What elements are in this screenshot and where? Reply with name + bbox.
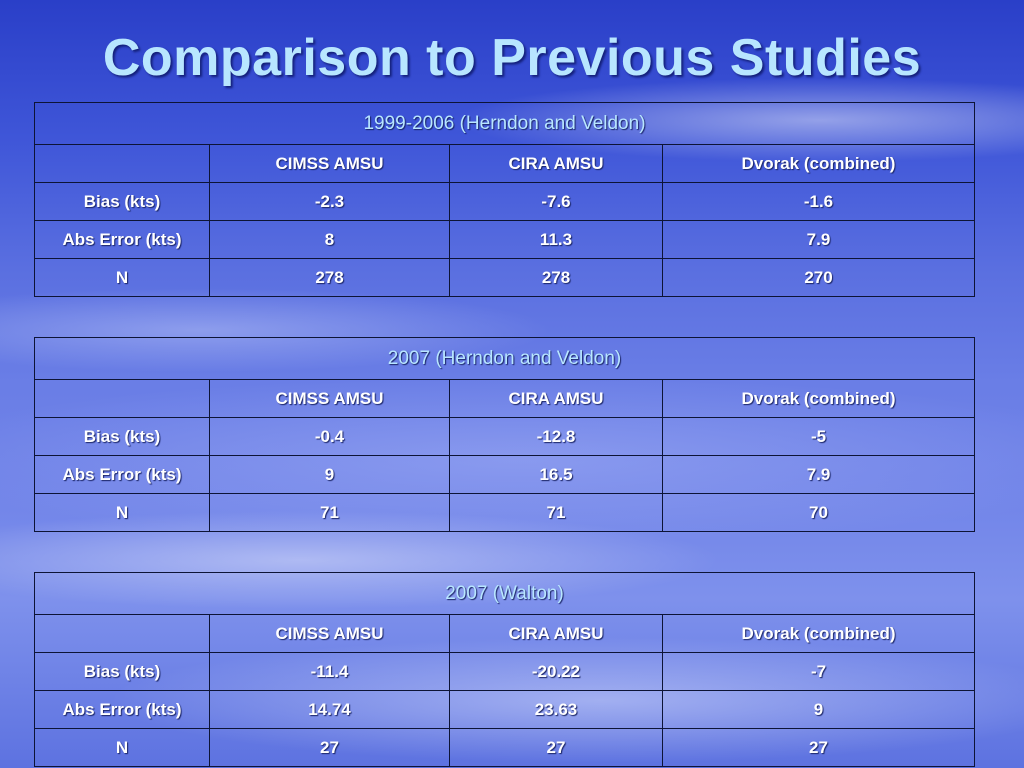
- table-cell: 23.63: [449, 690, 663, 729]
- table-cell: -7: [661, 652, 976, 691]
- table-row: Bias (kts) -0.4 -12.8 -5: [34, 417, 976, 456]
- table-cell: 14.74: [209, 690, 450, 729]
- table-row: Abs Error (kts) 14.74 23.63 9: [34, 690, 976, 729]
- table-cell: 27: [449, 728, 663, 767]
- table-cell: 11.3: [449, 220, 663, 259]
- table-heading: 2007 (Walton): [33, 572, 976, 615]
- slide-title: Comparison to Previous Studies: [102, 29, 922, 87]
- table-row: N 27 27 27: [34, 728, 976, 767]
- column-header: Dvorak (combined): [661, 614, 976, 653]
- table-cell: 9: [209, 455, 450, 494]
- column-header: CIRA AMSU: [449, 614, 663, 653]
- table-cell: 27: [209, 728, 450, 767]
- column-header: CIMSS AMSU: [209, 379, 450, 418]
- column-header: Dvorak (combined): [662, 144, 975, 183]
- row-label: Abs Error (kts): [34, 455, 210, 494]
- column-header: CIRA AMSU: [449, 144, 663, 183]
- table-cell: 278: [449, 258, 663, 297]
- table-cell: 270: [662, 258, 975, 297]
- table-cell: 9: [661, 690, 976, 729]
- column-header: CIRA AMSU: [449, 379, 663, 418]
- table-cell: -11.4: [209, 652, 450, 691]
- table-cell: 27: [661, 728, 976, 767]
- table-heading: 2007 (Herndon and Veldon): [33, 337, 976, 380]
- column-header: CIMSS AMSU: [209, 614, 450, 653]
- table-header-row: CIMSS AMSU CIRA AMSU Dvorak (combined): [34, 614, 976, 653]
- table-cell: -2.3: [209, 182, 450, 221]
- table-header-row: CIMSS AMSU CIRA AMSU Dvorak (combined): [34, 379, 976, 418]
- table-cell: -12.8: [449, 417, 663, 456]
- table-cell: -7.6: [449, 182, 663, 221]
- table-cell: -20.22: [449, 652, 663, 691]
- table-cell: -0.4: [209, 417, 450, 456]
- table-heading: 1999-2006 (Herndon and Veldon): [34, 102, 975, 145]
- row-label: Bias (kts): [34, 652, 210, 691]
- table-cell: 71: [209, 493, 450, 532]
- table-row: N 278 278 270: [34, 258, 975, 297]
- row-label: N: [34, 258, 210, 297]
- table-cell: 7.9: [662, 220, 975, 259]
- comparison-table-1999-2006: 1999-2006 (Herndon and Veldon) CIMSS AMS…: [34, 102, 975, 297]
- table-row: Abs Error (kts) 8 11.3 7.9: [34, 220, 975, 259]
- row-label: N: [34, 728, 210, 767]
- table-cell: 8: [209, 220, 450, 259]
- table-cell: 16.5: [449, 455, 663, 494]
- table-row: N 71 71 70: [34, 493, 976, 532]
- column-header: CIMSS AMSU: [209, 144, 450, 183]
- row-label: Abs Error (kts): [34, 690, 210, 729]
- row-label: Abs Error (kts): [34, 220, 210, 259]
- row-label: Bias (kts): [34, 417, 210, 456]
- table-row: Bias (kts) -11.4 -20.22 -7: [34, 652, 976, 691]
- table-cell: 70: [661, 493, 976, 532]
- table-cell: -5: [661, 417, 976, 456]
- table-cell: 278: [209, 258, 450, 297]
- comparison-table-2007-walton: 2007 (Walton) CIMSS AMSU CIRA AMSU Dvora…: [33, 572, 976, 767]
- row-label: N: [34, 493, 210, 532]
- table-row: Bias (kts) -2.3 -7.6 -1.6: [34, 182, 975, 221]
- comparison-table-2007-herndon: 2007 (Herndon and Veldon) CIMSS AMSU CIR…: [33, 337, 976, 532]
- table-cell: 7.9: [661, 455, 976, 494]
- table-cell: 71: [449, 493, 663, 532]
- corner-cell: [34, 144, 210, 183]
- table-row: Abs Error (kts) 9 16.5 7.9: [34, 455, 976, 494]
- table-header-row: CIMSS AMSU CIRA AMSU Dvorak (combined): [34, 144, 975, 183]
- corner-cell: [34, 614, 210, 653]
- table-cell: -1.6: [662, 182, 975, 221]
- corner-cell: [34, 379, 210, 418]
- column-header: Dvorak (combined): [661, 379, 976, 418]
- row-label: Bias (kts): [34, 182, 210, 221]
